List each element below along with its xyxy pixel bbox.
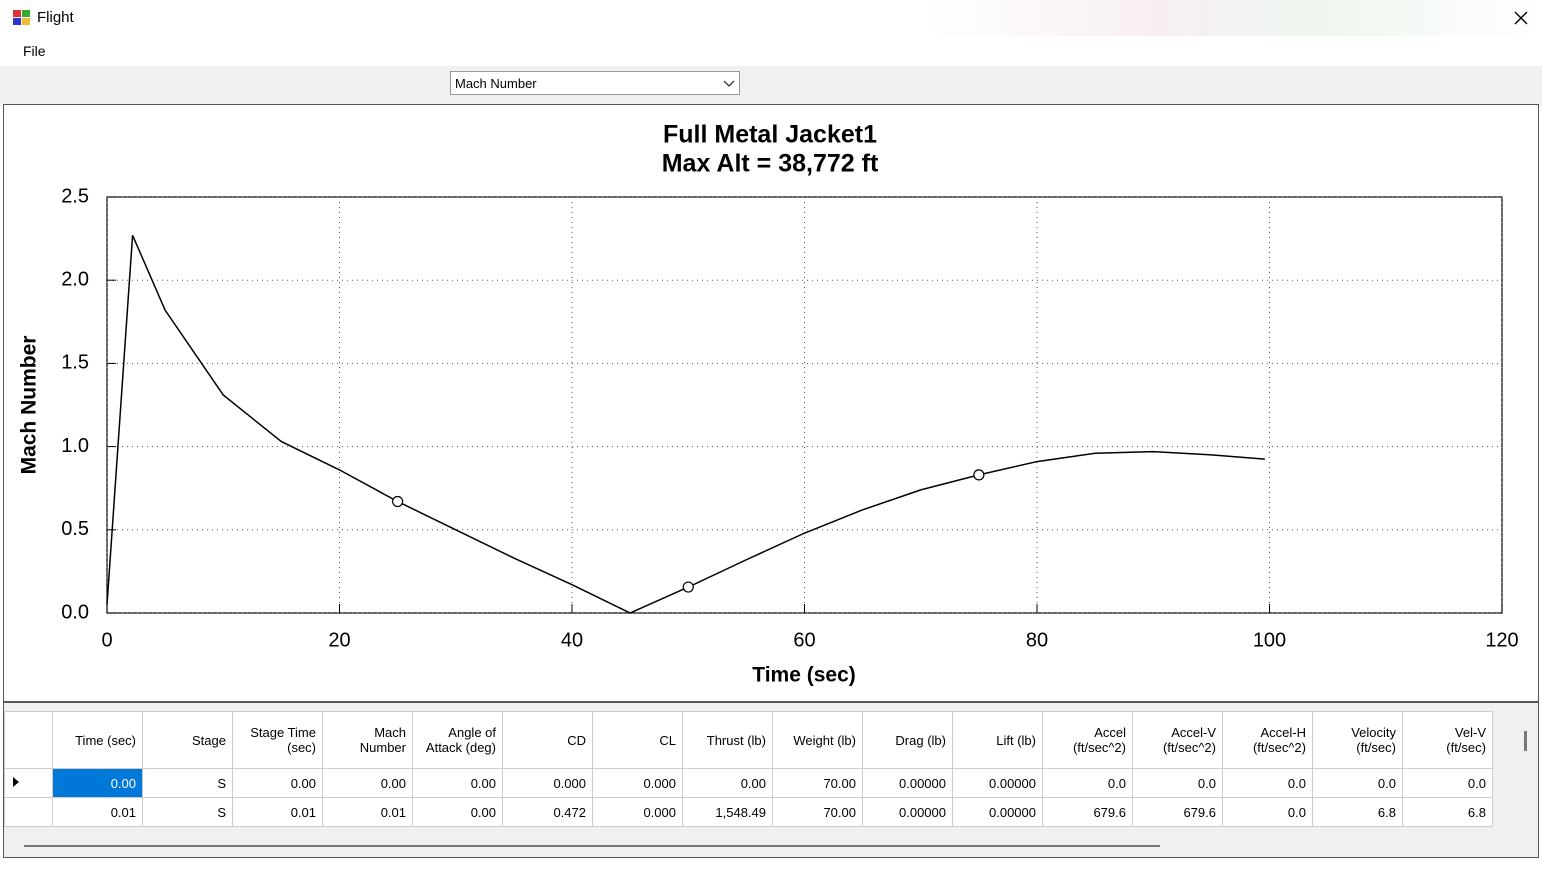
h-scrollbar[interactable] [4,837,1516,855]
toolbar [0,66,1542,106]
x-tick-label: 60 [793,629,815,651]
cell[interactable]: 0.00000 [862,797,953,827]
cell[interactable]: 0.01 [232,797,323,827]
cell[interactable]: 0.00000 [952,768,1043,798]
y-tick-label: 0.5 [61,518,89,540]
column-header[interactable]: Lift (lb) [952,711,1043,769]
cell[interactable]: 0.00 [412,768,503,798]
cell[interactable]: 0.0 [1312,768,1403,798]
v-scrollbar[interactable] [1516,711,1536,837]
column-header[interactable]: Mach Number [322,711,413,769]
cell[interactable]: 0.0 [1132,768,1223,798]
v-scroll-thumb[interactable] [1524,731,1527,751]
cell[interactable]: 679.6 [1132,797,1223,827]
x-tick-label: 80 [1026,629,1048,651]
column-header[interactable]: Weight (lb) [772,711,863,769]
header-row: Time (sec) Stage Stage Time (sec) Mach Numb… [4,711,1493,769]
y-tick-label: 0.0 [61,601,89,623]
column-header[interactable]: Vel-V (ft/sec) [1402,711,1493,769]
cell[interactable]: 0.00 [682,768,773,798]
data-row: 0.00 S 0.00 0.00 0.00 0.000 0.000 0.00 70.00 0.00… [4,768,1493,798]
cell[interactable]: S [142,797,233,827]
chart-panel [3,104,1539,702]
app-icon [13,10,30,25]
column-header[interactable]: Stage Time (sec) [232,711,323,769]
menu-bar: File [0,36,1542,66]
chart-subtitle: Max Alt = 38,772 ft [662,150,879,178]
x-axis-title: Time (sec) [752,664,856,687]
window-title: Flight [37,9,74,26]
cell[interactable]: 0.000 [592,768,683,798]
column-header[interactable]: Drag (lb) [862,711,953,769]
row-header[interactable] [4,768,53,798]
x-tick-label: 100 [1253,629,1286,651]
y-tick-label: 2.5 [61,185,89,207]
y-tick-label: 1.0 [61,435,89,457]
cell[interactable]: 0.472 [502,797,593,827]
data-grid: Time (sec) Stage Stage Time (sec) Mach Numb… [4,711,1493,827]
cell[interactable]: 0.0 [1222,768,1313,798]
plot-select[interactable]: Mach Number [450,71,740,95]
chart-title: Full Metal Jacket1 [663,121,877,149]
plot-area [106,196,1503,614]
column-header[interactable]: Time (sec) [52,711,143,769]
column-header[interactable]: Accel-V (ft/sec^2) [1132,711,1223,769]
x-tick-label: 0 [101,629,112,651]
cell[interactable]: 0.00000 [862,768,953,798]
row-header[interactable] [4,797,53,827]
cell[interactable]: 70.00 [772,797,863,827]
cell[interactable]: 70.00 [772,768,863,798]
cell[interactable]: 0.00 [322,768,413,798]
column-header[interactable]: Accel (ft/sec^2) [1042,711,1133,769]
cell[interactable]: 6.8 [1402,797,1493,827]
cell[interactable]: 0.000 [592,797,683,827]
h-scroll-thumb[interactable] [24,845,1160,847]
column-header[interactable]: CL [592,711,683,769]
cell[interactable]: 679.6 [1042,797,1133,827]
data-marker [392,495,404,508]
y-tick-label: 2.0 [61,268,89,290]
data-row: 0.01 S 0.01 0.01 0.00 0.472 0.000 1,548.49 70.00… [4,797,1493,827]
corner-header [4,711,53,769]
cell[interactable]: S [142,768,233,798]
column-header[interactable]: Thrust (lb) [682,711,773,769]
cell[interactable]: 0.00000 [952,797,1043,827]
y-tick-label: 1.5 [61,352,89,374]
y-axis-title: Mach Number [18,336,41,475]
cell[interactable]: 0.01 [52,797,143,827]
cell[interactable]: 1,548.49 [682,797,773,827]
current-row-indicator [13,776,19,787]
cell[interactable]: 0.0 [1402,768,1493,798]
chart: Full Metal Jacket1 Max Alt = 38,772 ft T… [18,121,1519,687]
cell[interactable]: 0.0 [1042,768,1133,798]
cell[interactable]: 0.00 [412,797,503,827]
x-tick-label: 40 [561,629,583,651]
plot-select-value: Mach Number [455,76,537,91]
cell[interactable]: 0.0 [1222,797,1313,827]
column-header[interactable]: Stage [142,711,233,769]
data-marker [682,581,694,593]
close-button[interactable] [1513,10,1529,26]
cell[interactable]: 0.000 [502,768,593,798]
cell[interactable]: 0.00 [232,768,323,798]
column-header[interactable]: Angle of Attack (deg) [412,711,503,769]
cell[interactable]: 0.01 [322,797,413,827]
menu-file[interactable]: File [23,43,46,59]
x-tick-label: 120 [1485,629,1518,651]
title-bar: Flight [0,0,1542,36]
dropdown-arrow [723,80,735,87]
column-header[interactable]: Accel-H (ft/sec^2) [1222,711,1313,769]
cell[interactable]: 6.8 [1312,797,1403,827]
column-header[interactable]: Velocity (ft/sec) [1312,711,1403,769]
data-marker [973,469,985,481]
cell[interactable]: 0.00 [52,768,143,798]
column-header[interactable]: CD [502,711,593,769]
data-line [106,234,1265,614]
x-tick-label: 20 [328,629,350,651]
